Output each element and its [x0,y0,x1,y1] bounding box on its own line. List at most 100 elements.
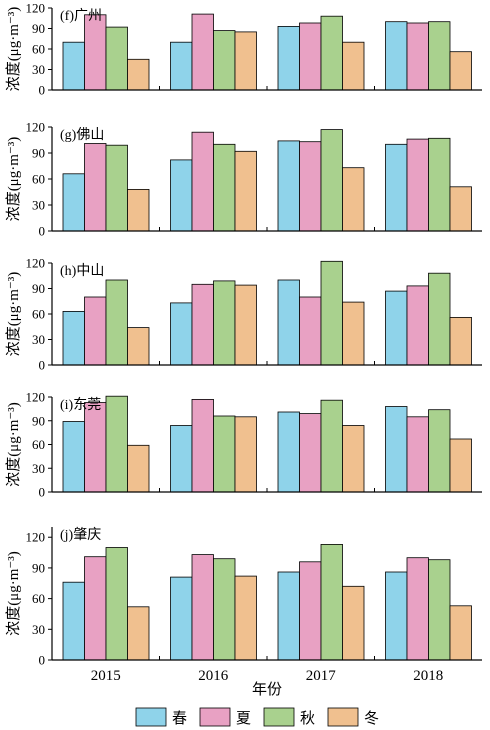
bar [105,26,128,91]
bar [428,272,451,366]
bar [213,30,236,91]
bar [385,290,408,366]
chart-panel: 0 30 60 90 120 (f)广州 浓度(μg·m⁻³) [5,1,482,98]
legend: 春夏秋冬 [135,707,379,727]
bar [342,585,365,661]
bar [191,283,214,366]
panel-title: (f)广州 [60,8,102,24]
bar [127,188,150,232]
y-tick-label: 30 [32,198,45,213]
y-tick-label: 30 [32,461,45,476]
bar [320,260,343,366]
y-tick-label: 0 [39,653,46,668]
y-tick-label: 30 [32,332,45,347]
bar [127,58,150,91]
bar [213,558,236,661]
bar [406,22,429,91]
bar [127,327,150,366]
y-tick-label: 60 [32,42,45,57]
x-tick-label: 2017 [306,668,337,684]
y-tick-label: 120 [26,120,46,135]
y-axis-title: 浓度(μg·m⁻³) [5,551,22,636]
legend-label: 秋 [300,710,315,727]
y-axis-title: 浓度(μg·m⁻³) [5,402,22,487]
legend-swatch [327,707,359,727]
panel-title: (g)佛山 [60,127,104,143]
y-tick-label: 30 [32,622,45,637]
bar [385,571,408,661]
bar [385,406,408,493]
panel-title: (j)肇庆 [60,527,101,543]
bar [277,571,300,661]
bar [299,22,322,91]
bar [191,131,214,232]
y-tick-label: 30 [32,62,45,77]
bar [299,413,322,493]
bar [449,186,472,232]
panel-title: (i)东莞 [60,397,101,413]
bar [320,15,343,91]
bar [105,395,128,493]
bar [406,285,429,366]
bar [170,302,193,366]
x-axis-title: 年份 [252,681,282,698]
y-tick-label: 60 [32,591,45,606]
y-tick-label: 0 [39,485,46,500]
legend-swatch [199,707,231,727]
x-tick-label: 2015 [91,668,121,684]
bar [449,51,472,91]
y-tick-label: 120 [26,530,46,545]
bar [170,425,193,493]
bar [62,41,85,91]
bar [191,13,214,91]
legend-label: 夏 [236,711,251,727]
y-tick-label: 60 [32,307,45,322]
bar [299,561,322,661]
legend-label: 春 [172,710,187,727]
bar [62,310,85,366]
y-tick-label: 90 [32,146,45,161]
bar [234,416,257,493]
bar [84,14,107,91]
bar [428,559,451,661]
y-axis-title: 浓度(μg·m⁻³) [5,137,22,222]
x-tick-label: 2018 [413,668,443,684]
bar [62,581,85,661]
bar [428,21,451,91]
bar [406,557,429,661]
bar [320,129,343,232]
bar [406,138,429,232]
y-tick-label: 0 [39,83,46,98]
bar [320,399,343,493]
bar [62,173,85,232]
bar [449,316,472,366]
bar [191,554,214,661]
bar [342,425,365,493]
bar [342,301,365,366]
y-axis-title: 浓度(μg·m⁻³) [5,272,22,357]
bar [62,421,85,493]
legend-swatch [135,707,167,727]
bar [277,279,300,366]
bar [428,409,451,493]
bar [213,415,236,493]
bar [342,41,365,91]
bar [277,140,300,232]
bar [234,284,257,366]
panel-title: (h)中山 [60,263,104,279]
x-axis-tick-labels: 2015 2016 2017 2018 [91,668,444,684]
y-tick-label: 90 [32,560,45,575]
y-tick-label: 0 [39,224,46,239]
bar [84,143,107,232]
bar [105,547,128,661]
bar [213,280,236,366]
bar [277,25,300,91]
bar [428,137,451,232]
y-tick-label: 120 [26,1,46,16]
y-axis-title: 浓度(μg·m⁻³) [5,7,22,92]
y-tick-label: 90 [32,21,45,36]
